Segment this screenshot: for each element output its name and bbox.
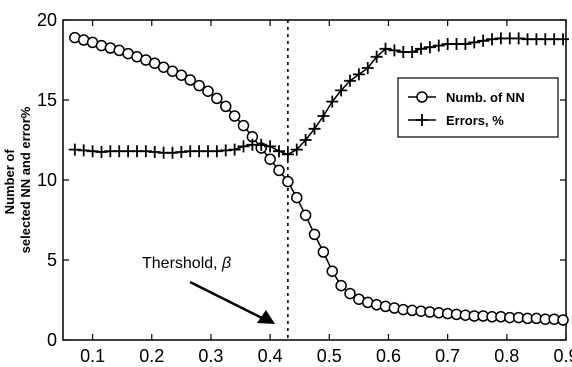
- data-point-plus: [406, 46, 419, 58]
- x-tick-label: 0.7: [435, 346, 460, 366]
- y-ticks: 0 5 10 15 20: [37, 10, 566, 350]
- data-point-plus: [281, 148, 294, 161]
- x-tick-label: 0.8: [494, 346, 519, 366]
- y-tick-label: 0: [47, 330, 57, 350]
- x-tick-label: 0.6: [376, 346, 401, 366]
- legend-marker-plus: [416, 114, 428, 126]
- x-tick-label: 0.9: [553, 346, 572, 366]
- y-axis-label: Number of selected NN and error%: [2, 106, 33, 253]
- plot-area: [62, 19, 567, 341]
- data-point-circle: [219, 100, 232, 113]
- data-point-plus: [335, 84, 348, 97]
- x-tick-label: 0.4: [258, 346, 283, 366]
- y-tick-label: 15: [37, 90, 57, 110]
- threshold-annotation: Thershold, β: [142, 255, 275, 324]
- data-point-plus: [459, 38, 472, 50]
- series-errors: [68, 32, 570, 161]
- series-numb-of-nn: [69, 31, 569, 326]
- data-point-plus: [264, 140, 277, 153]
- data-point-plus: [317, 110, 330, 122]
- data-point-circle: [335, 279, 347, 292]
- data-point-circle: [317, 246, 330, 258]
- data-point-plus: [388, 44, 401, 57]
- data-point-circle: [175, 69, 188, 81]
- data-point-circle: [344, 287, 356, 300]
- x-tick-label: 0.5: [317, 346, 342, 366]
- legend-label-nn: Numb. of NN: [446, 90, 525, 105]
- series-layer: [68, 31, 570, 326]
- threshold-arrow-head: [257, 310, 275, 324]
- threshold-label: Thershold, β: [142, 255, 231, 272]
- x-tick-label: 0.3: [198, 346, 223, 366]
- data-point-circle: [184, 74, 196, 86]
- data-point-plus: [468, 36, 481, 49]
- legend: Numb. of NN Errors, %: [397, 77, 559, 138]
- legend-box: [397, 77, 559, 138]
- data-point-plus: [352, 68, 365, 81]
- data-point-circle: [193, 79, 205, 92]
- data-point-plus: [290, 143, 303, 156]
- data-point-plus: [272, 145, 285, 158]
- data-point-plus: [299, 134, 312, 146]
- data-point-plus: [361, 62, 374, 74]
- threshold-label-text: Thershold,: [142, 255, 222, 272]
- threshold-beta-symbol: β: [221, 255, 231, 272]
- data-point-circle: [290, 191, 303, 204]
- data-point-circle: [282, 175, 294, 188]
- data-point-circle: [557, 314, 569, 326]
- x-tick-label: 0.2: [139, 346, 164, 366]
- data-point-plus: [415, 42, 428, 55]
- data-point-plus: [326, 95, 339, 108]
- y-axis-label-line-1: Number of: [2, 149, 17, 215]
- y-tick-label: 10: [37, 170, 57, 190]
- x-tick-label: 0.1: [80, 346, 105, 366]
- data-point-circle: [299, 209, 312, 221]
- data-point-plus: [370, 50, 383, 63]
- data-point-circle: [211, 92, 223, 105]
- data-point-plus: [423, 41, 436, 54]
- legend-marker-circle: [416, 91, 428, 103]
- legend-label-errors: Errors, %: [446, 113, 504, 128]
- data-point-circle: [308, 228, 321, 241]
- y-axis-label-line-2: selected NN and error%: [18, 106, 33, 253]
- axes-frame: [62, 19, 567, 341]
- data-point-plus: [477, 34, 490, 47]
- y-tick-label: 5: [47, 250, 57, 270]
- threshold-arrow-shaft: [189, 280, 265, 321]
- data-point-plus: [379, 42, 392, 55]
- data-point-plus: [255, 138, 268, 151]
- x-ticks: 0.1 0.2 0.3 0.4 0.5 0.6 0.7 0.8 0.9: [80, 20, 572, 366]
- data-point-circle: [237, 119, 250, 132]
- data-point-circle: [228, 110, 241, 122]
- data-point-plus: [308, 122, 321, 135]
- data-point-circle: [273, 164, 285, 177]
- data-point-plus: [237, 140, 250, 153]
- data-point-circle: [202, 85, 214, 97]
- data-point-plus: [432, 39, 445, 52]
- data-point-circle: [264, 153, 276, 165]
- data-point-circle: [326, 265, 339, 277]
- data-point-plus: [344, 74, 357, 87]
- data-point-plus: [557, 33, 570, 46]
- data-point-plus: [228, 143, 241, 156]
- y-tick-label: 20: [37, 10, 57, 30]
